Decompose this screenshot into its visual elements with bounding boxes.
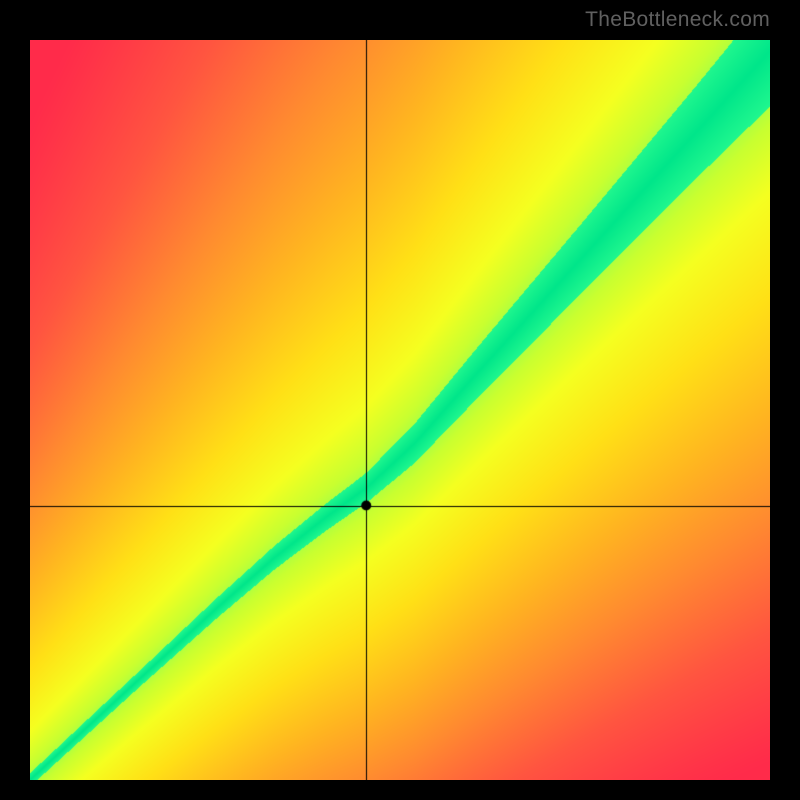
- watermark-text: TheBottleneck.com: [585, 8, 770, 32]
- heatmap-plot: [30, 40, 770, 780]
- chart-container: TheBottleneck.com: [0, 0, 800, 800]
- heatmap-canvas: [30, 40, 770, 780]
